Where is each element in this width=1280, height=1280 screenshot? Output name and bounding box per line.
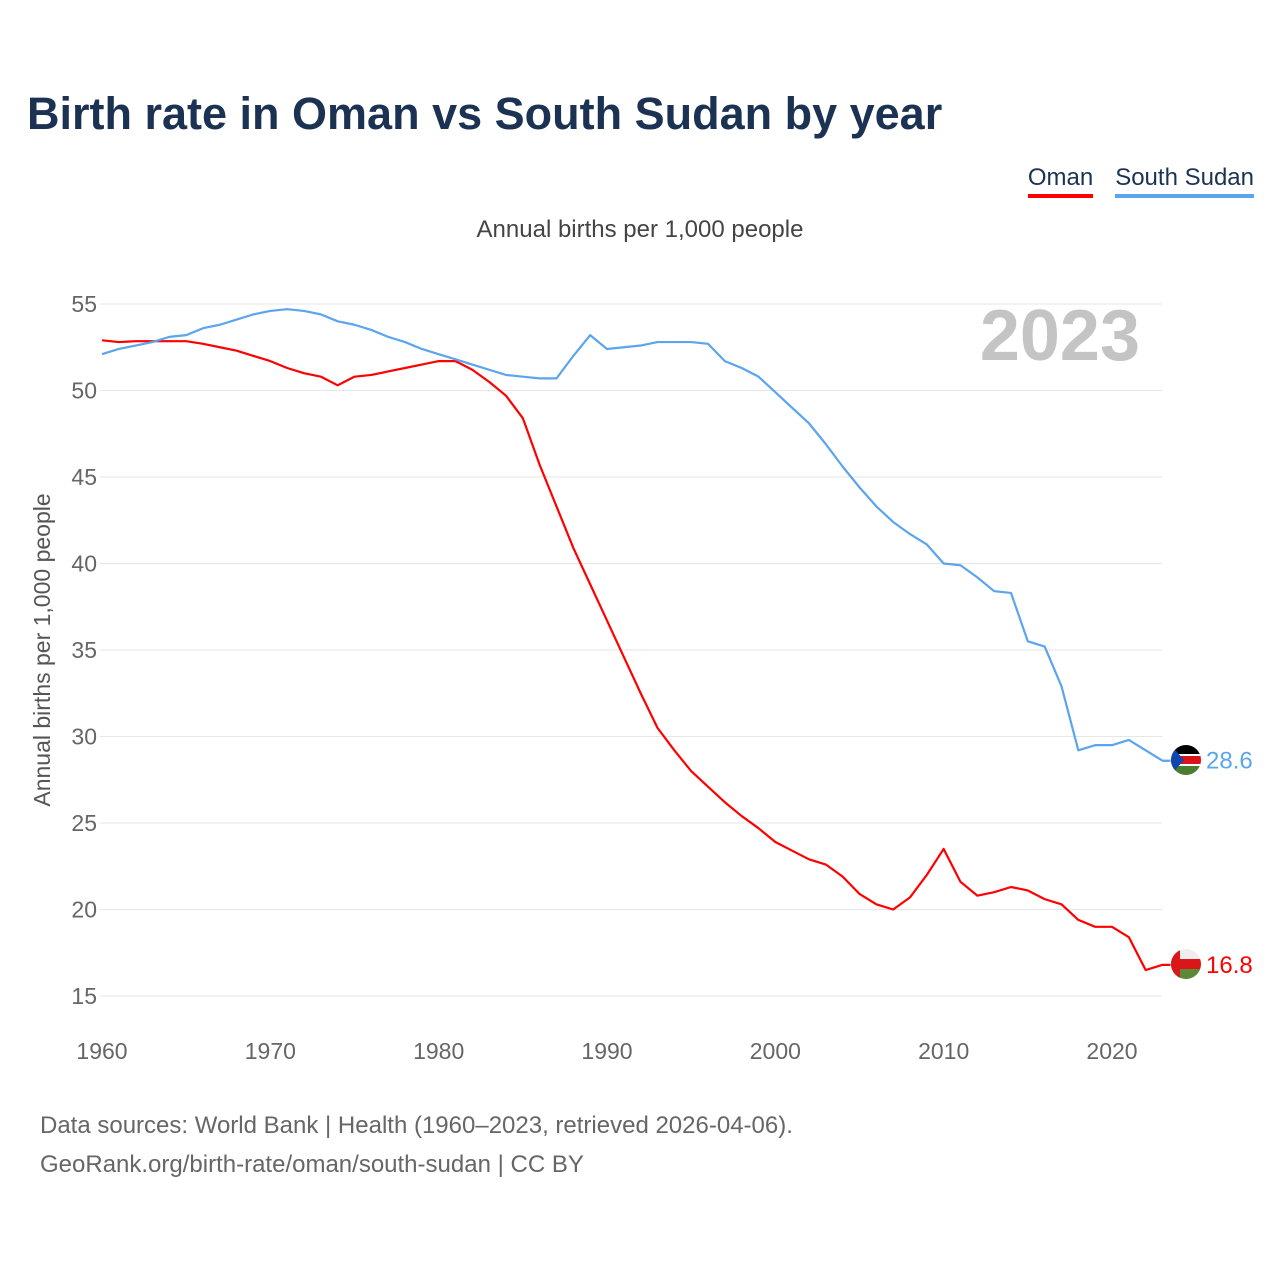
- x-tick-label: 1970: [245, 1038, 296, 1064]
- y-tick-label: 35: [71, 637, 97, 663]
- south-sudan-flag-icon: [1171, 745, 1201, 775]
- legend-item-oman[interactable]: Oman: [1027, 164, 1094, 198]
- x-tick-label: 2000: [750, 1038, 801, 1064]
- chart-title: Birth rate in Oman vs South Sudan by yea…: [27, 88, 943, 139]
- x-tick-label: 2020: [1086, 1038, 1137, 1064]
- y-tick-label: 20: [71, 897, 97, 923]
- legend-item-south-sudan[interactable]: South Sudan: [1115, 164, 1254, 198]
- y-tick-label: 40: [71, 551, 97, 577]
- series-line-oman: [101, 339, 1171, 972]
- series-line-south-sudan: [101, 308, 1171, 762]
- y-axis-label: Annual births per 1,000 people: [29, 493, 55, 806]
- data-source-text: Data sources: World Bank | Health (1960–…: [40, 1112, 793, 1139]
- y-tick-label: 15: [71, 983, 97, 1009]
- chart-subtitle: Annual births per 1,000 people: [476, 216, 804, 243]
- y-tick-label: 30: [71, 724, 97, 750]
- end-value-label: 16.8: [1206, 952, 1253, 979]
- y-tick-label: 55: [71, 291, 97, 317]
- y-tick-label: 45: [71, 464, 97, 490]
- x-tick-label: 2010: [918, 1038, 969, 1064]
- footer: Data sources: World Bank | Health (1960–…: [40, 1106, 793, 1184]
- oman-flag-icon: [1171, 949, 1201, 979]
- legend: Oman South Sudan: [1027, 164, 1254, 198]
- x-tick-label: 1990: [581, 1038, 632, 1064]
- year-watermark: 2023: [980, 296, 1140, 376]
- attribution-text: GeoRank.org/birth-rate/oman/south-sudan …: [40, 1151, 584, 1178]
- x-tick-label: 1960: [76, 1038, 127, 1064]
- y-tick-label: 50: [71, 378, 97, 404]
- end-value-label: 28.6: [1206, 748, 1253, 775]
- x-tick-label: 1980: [413, 1038, 464, 1064]
- y-tick-label: 25: [71, 810, 97, 836]
